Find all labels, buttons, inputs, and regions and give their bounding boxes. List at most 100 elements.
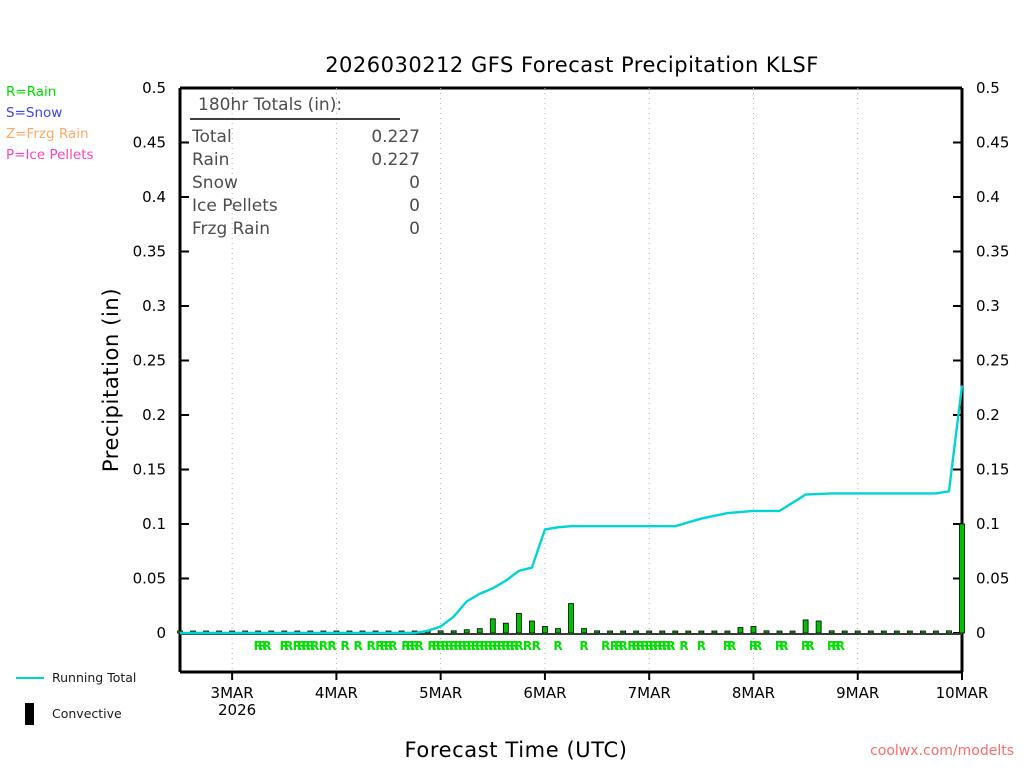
precip-type-marker: R [436, 639, 445, 653]
precip-type-marker: R [410, 639, 419, 653]
precip-type-marker: R [449, 639, 458, 653]
precip-type-marker: R [471, 639, 480, 653]
precipitation-bar [659, 630, 666, 634]
precip-type-marker: R [401, 639, 410, 653]
precip-type-marker: R [280, 639, 289, 653]
precip-type-legend-item: P=Ice Pellets [6, 147, 94, 163]
footer-attribution: coolwx.com/modelts [870, 743, 1014, 759]
y-tick-label-right: 0.4 [976, 188, 1000, 206]
precip-type-marker: R [284, 639, 293, 653]
precip-type-marker: R [601, 639, 610, 653]
precip-type-marker: R [532, 639, 541, 653]
precip-type-marker: R [627, 639, 636, 653]
precip-type-marker: R [753, 639, 762, 653]
y-tick-label-right: 0.25 [976, 352, 1009, 370]
precipitation-bar [959, 523, 965, 634]
precip-type-marker: R [653, 639, 662, 653]
totals-row-value: 0.227 [371, 127, 420, 147]
precip-type-marker: R [749, 639, 758, 653]
totals-box-heading: 180hr Totals (in): [198, 95, 342, 115]
precip-type-marker: R [649, 639, 658, 653]
running-total-legend-label: Running Total [52, 670, 136, 685]
precipitation-bar [841, 630, 848, 634]
x-tick-label: 6MAR [523, 684, 566, 702]
precip-type-marker: R [432, 639, 441, 653]
totals-row-value: 0 [409, 196, 420, 216]
precip-type-marker: R [727, 639, 736, 653]
x-tick-label: 7MAR [628, 684, 671, 702]
y-tick-label: 0 [156, 624, 166, 642]
precipitation-bar [776, 630, 783, 634]
totals-rows: Total 0.227 Rain 0.227 Snow 0 Ice Pellets 0 Frzg… [191, 127, 420, 239]
precip-type-marker: R [380, 639, 389, 653]
precipitation-bar [802, 619, 809, 634]
precipitation-bar [489, 618, 496, 634]
precipitation-bar [542, 626, 548, 634]
y-axis-ticks: 0 0 0.05 0.05 0.1 0.1 0.15 0.15 0.2 0.2 0.25 0.25 0.… [133, 79, 1010, 642]
y-tick-label-right: 0.1 [976, 515, 1000, 533]
precip-type-marker: R [301, 639, 310, 653]
precipitation-bar [685, 630, 692, 634]
totals-box: 180hr Totals (in): Total 0.227 Rain 0.227 Sn… [190, 95, 420, 239]
precip-type-marker: R [697, 639, 706, 653]
precipitation-bar [946, 630, 952, 634]
precip-type-marker: R [414, 639, 423, 653]
precip-type-marker: R [723, 639, 732, 653]
y-tick-label: 0.45 [133, 134, 166, 152]
totals-row-value: 0 [409, 173, 420, 193]
precip-type-marker: R [440, 639, 449, 653]
precip-type-marker: R [493, 639, 502, 653]
precipitation-bar [880, 630, 887, 634]
precip-type-marker: R [579, 639, 588, 653]
totals-row-label: Ice Pellets [192, 196, 278, 216]
precipitation-bar [581, 628, 587, 634]
totals-row-value: 0 [409, 219, 420, 239]
precipitation-bar [698, 630, 705, 634]
y-tick-label-right: 0.15 [976, 461, 1009, 479]
precip-type-marker: R [619, 639, 628, 653]
x-axis-title: Forecast Time (UTC) [404, 738, 627, 762]
precipitation-bar [463, 629, 470, 634]
precipitation-bar [633, 630, 640, 634]
precip-type-marker: R [388, 639, 397, 653]
precip-type-marker: R [297, 639, 306, 653]
precip-type-marker: R [310, 639, 319, 653]
precipitation-bar [906, 630, 913, 634]
y-tick-label-right: 0.45 [976, 134, 1009, 152]
y-tick-label: 0.3 [142, 297, 166, 315]
y-tick-label-right: 0 [976, 624, 986, 642]
precipitation-bar [789, 630, 796, 634]
precip-type-marker: R [475, 639, 484, 653]
y-tick-label-right: 0.35 [976, 243, 1009, 261]
x-axis-ticks: 3MAR 4MAR 5MAR 6MAR 7MAR 8MAR 9MAR 10MAR [211, 672, 988, 702]
precip-type-marker: R [510, 639, 519, 653]
precipitation-bar [476, 628, 483, 634]
precip-type-marker: R [254, 639, 263, 653]
precipitation-bar [646, 630, 653, 634]
y-tick-label-right: 0.05 [976, 570, 1009, 588]
precip-type-legend-item: S=Snow [6, 105, 62, 121]
totals-row-label: Snow [192, 173, 238, 193]
precipitation-bar [815, 620, 822, 634]
precip-type-marker: R [514, 639, 523, 653]
precip-type-marker: R [488, 639, 497, 653]
precipitation-bar [515, 612, 522, 634]
precipitation-bar [737, 627, 744, 634]
y-tick-label: 0.25 [133, 352, 166, 370]
precipitation-bar [763, 630, 770, 634]
x-tick-label: 8MAR [732, 684, 775, 702]
precip-type-marker: R [462, 639, 471, 653]
y-tick-label-right: 0.5 [976, 79, 1000, 97]
precipitation-bar [893, 630, 900, 634]
precip-type-marker: R [658, 639, 667, 653]
precip-type-legend-item: R=Rain [6, 84, 56, 100]
precip-type-marker: R [779, 639, 788, 653]
precip-type-marker: R [801, 639, 810, 653]
precipitation-bar [529, 620, 535, 634]
precip-type-marker: R [327, 639, 336, 653]
precipitation-bar [711, 630, 718, 634]
precip-type-marker: R [458, 639, 467, 653]
